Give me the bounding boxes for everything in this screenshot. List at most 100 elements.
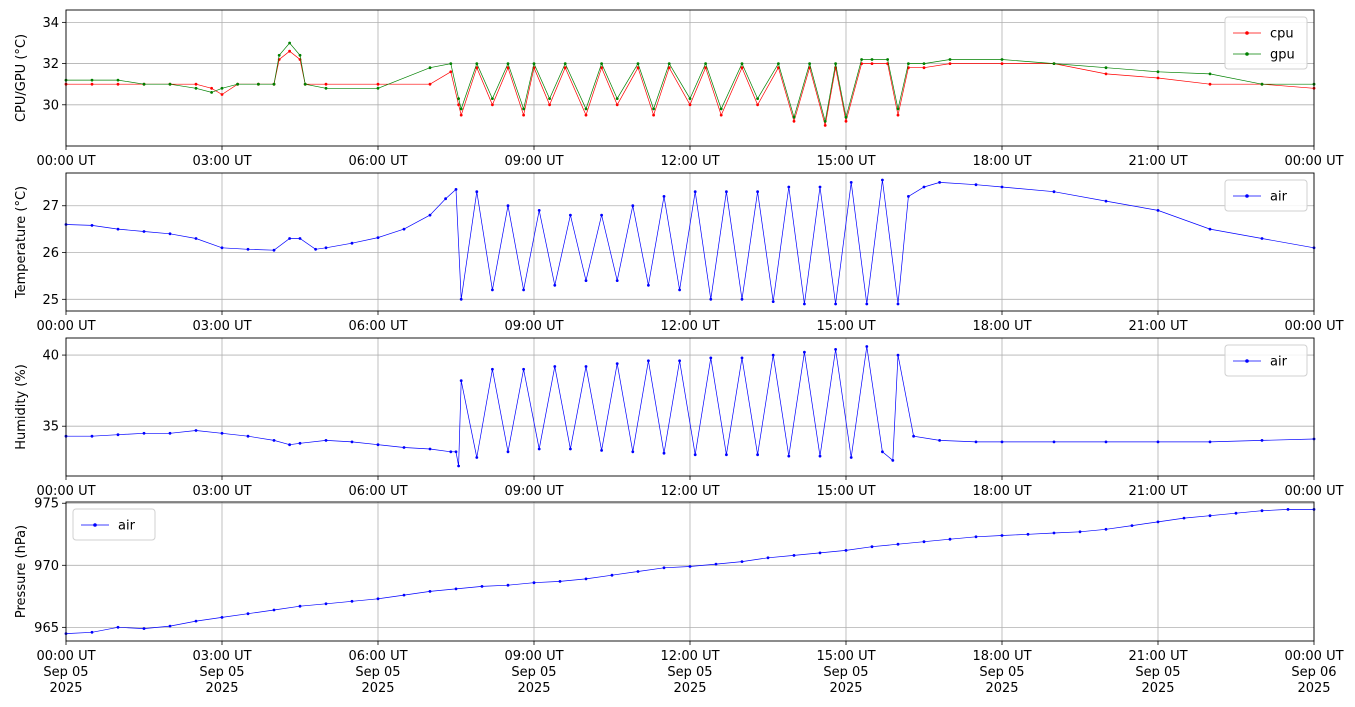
data-point xyxy=(116,78,120,82)
data-point xyxy=(376,236,380,240)
data-point xyxy=(938,439,941,442)
legend: air xyxy=(1224,179,1308,212)
x-tick-label: 15:00 UT xyxy=(816,319,875,334)
data-point xyxy=(600,62,603,65)
data-point xyxy=(600,449,603,452)
data-point xyxy=(584,113,588,117)
temperature-panel: 00:00 UT 03:00 UT 06:00 UT 09:00 UT 12:00 UT… xyxy=(14,172,1344,334)
y-tick-label: 34 xyxy=(42,16,59,31)
data-point xyxy=(1104,66,1108,70)
data-point xyxy=(402,227,406,231)
x-tick-label: 09:00 UT Sep 05 2025 xyxy=(504,649,563,696)
legend-label: air xyxy=(1270,355,1288,370)
data-point xyxy=(896,113,900,117)
data-point xyxy=(636,570,640,573)
x-tick-label: 12:00 UT Sep 05 2025 xyxy=(660,649,719,696)
x-tick-label: 06:00 UT xyxy=(348,484,407,499)
data-point xyxy=(1208,72,1212,76)
data-point xyxy=(522,367,525,371)
data-point xyxy=(457,464,460,468)
data-point xyxy=(537,209,541,212)
data-point xyxy=(491,103,494,107)
x-tick-label: 09:00 UT xyxy=(504,154,563,169)
data-point xyxy=(678,288,681,292)
data-point xyxy=(116,227,120,231)
data-point xyxy=(844,119,848,123)
data-point xyxy=(288,237,291,240)
x-tick-label: 09:00 UT xyxy=(504,319,563,334)
data-point xyxy=(693,190,697,194)
data-point xyxy=(870,545,874,549)
data-point xyxy=(792,119,796,123)
data-point xyxy=(553,365,557,368)
data-point xyxy=(662,566,666,570)
x-tick-label: 12:00 UT xyxy=(660,154,719,169)
data-point xyxy=(740,297,744,301)
data-point xyxy=(506,62,510,65)
data-point xyxy=(506,583,510,587)
data-point xyxy=(277,53,281,57)
legend-label: gpu xyxy=(1270,48,1295,63)
data-point xyxy=(116,625,120,629)
data-point xyxy=(1156,440,1160,444)
data-point xyxy=(1000,185,1004,189)
data-point xyxy=(532,62,536,65)
data-point xyxy=(459,297,463,301)
series-gpu xyxy=(64,41,1316,123)
data-point xyxy=(457,103,460,107)
x-tick-label: 03:00 UT xyxy=(192,484,251,499)
data-point xyxy=(849,181,853,184)
data-point xyxy=(787,454,791,458)
data-point xyxy=(537,447,541,451)
data-point xyxy=(220,431,224,435)
x-tick-label: 00:00 UT xyxy=(36,319,95,334)
y-axis-label: Humidity (%) xyxy=(14,364,29,450)
data-point xyxy=(1156,70,1160,74)
x-tick-label: 00:00 UT xyxy=(1284,319,1343,334)
x-tick-label: 18:00 UT xyxy=(972,319,1031,334)
data-point xyxy=(522,113,525,117)
data-point xyxy=(428,590,432,593)
data-point xyxy=(324,82,328,86)
data-point xyxy=(600,213,603,217)
data-point xyxy=(194,619,198,623)
data-point xyxy=(1208,440,1212,444)
data-point xyxy=(1260,509,1264,513)
data-point xyxy=(631,450,635,454)
data-point xyxy=(298,237,302,240)
data-point xyxy=(1208,227,1212,231)
data-point xyxy=(475,62,479,65)
data-point xyxy=(922,66,926,70)
data-point xyxy=(974,183,978,187)
data-point xyxy=(324,439,328,442)
data-point xyxy=(792,115,796,119)
data-point xyxy=(615,103,619,107)
data-point xyxy=(870,58,874,61)
data-point xyxy=(1156,520,1160,524)
data-point xyxy=(1000,62,1004,65)
data-point xyxy=(896,302,900,306)
data-point xyxy=(220,93,224,96)
x-tick-label: 00:00 UT Sep 06 2025 xyxy=(1284,649,1343,696)
data-point xyxy=(818,551,822,555)
x-tick-label: 00:00 UT xyxy=(1284,484,1343,499)
data-point xyxy=(896,107,900,111)
data-point xyxy=(881,178,884,182)
data-point xyxy=(704,66,707,70)
data-point xyxy=(719,107,723,111)
data-point xyxy=(324,86,328,90)
data-point xyxy=(459,107,463,111)
data-point xyxy=(548,97,551,100)
data-point xyxy=(553,283,557,287)
data-point xyxy=(818,454,822,458)
data-point xyxy=(719,113,723,117)
y-tick-label: 970 xyxy=(34,559,59,574)
data-point xyxy=(974,535,978,539)
data-point xyxy=(600,66,603,70)
x-tick-label: 00:00 UT xyxy=(36,154,95,169)
data-point xyxy=(948,58,952,61)
x-tick-label: 06:00 UT Sep 05 2025 xyxy=(348,649,407,696)
data-point xyxy=(740,62,744,65)
data-point xyxy=(220,246,224,250)
y-axis-label: CPU/GPU (°C) xyxy=(14,34,29,122)
